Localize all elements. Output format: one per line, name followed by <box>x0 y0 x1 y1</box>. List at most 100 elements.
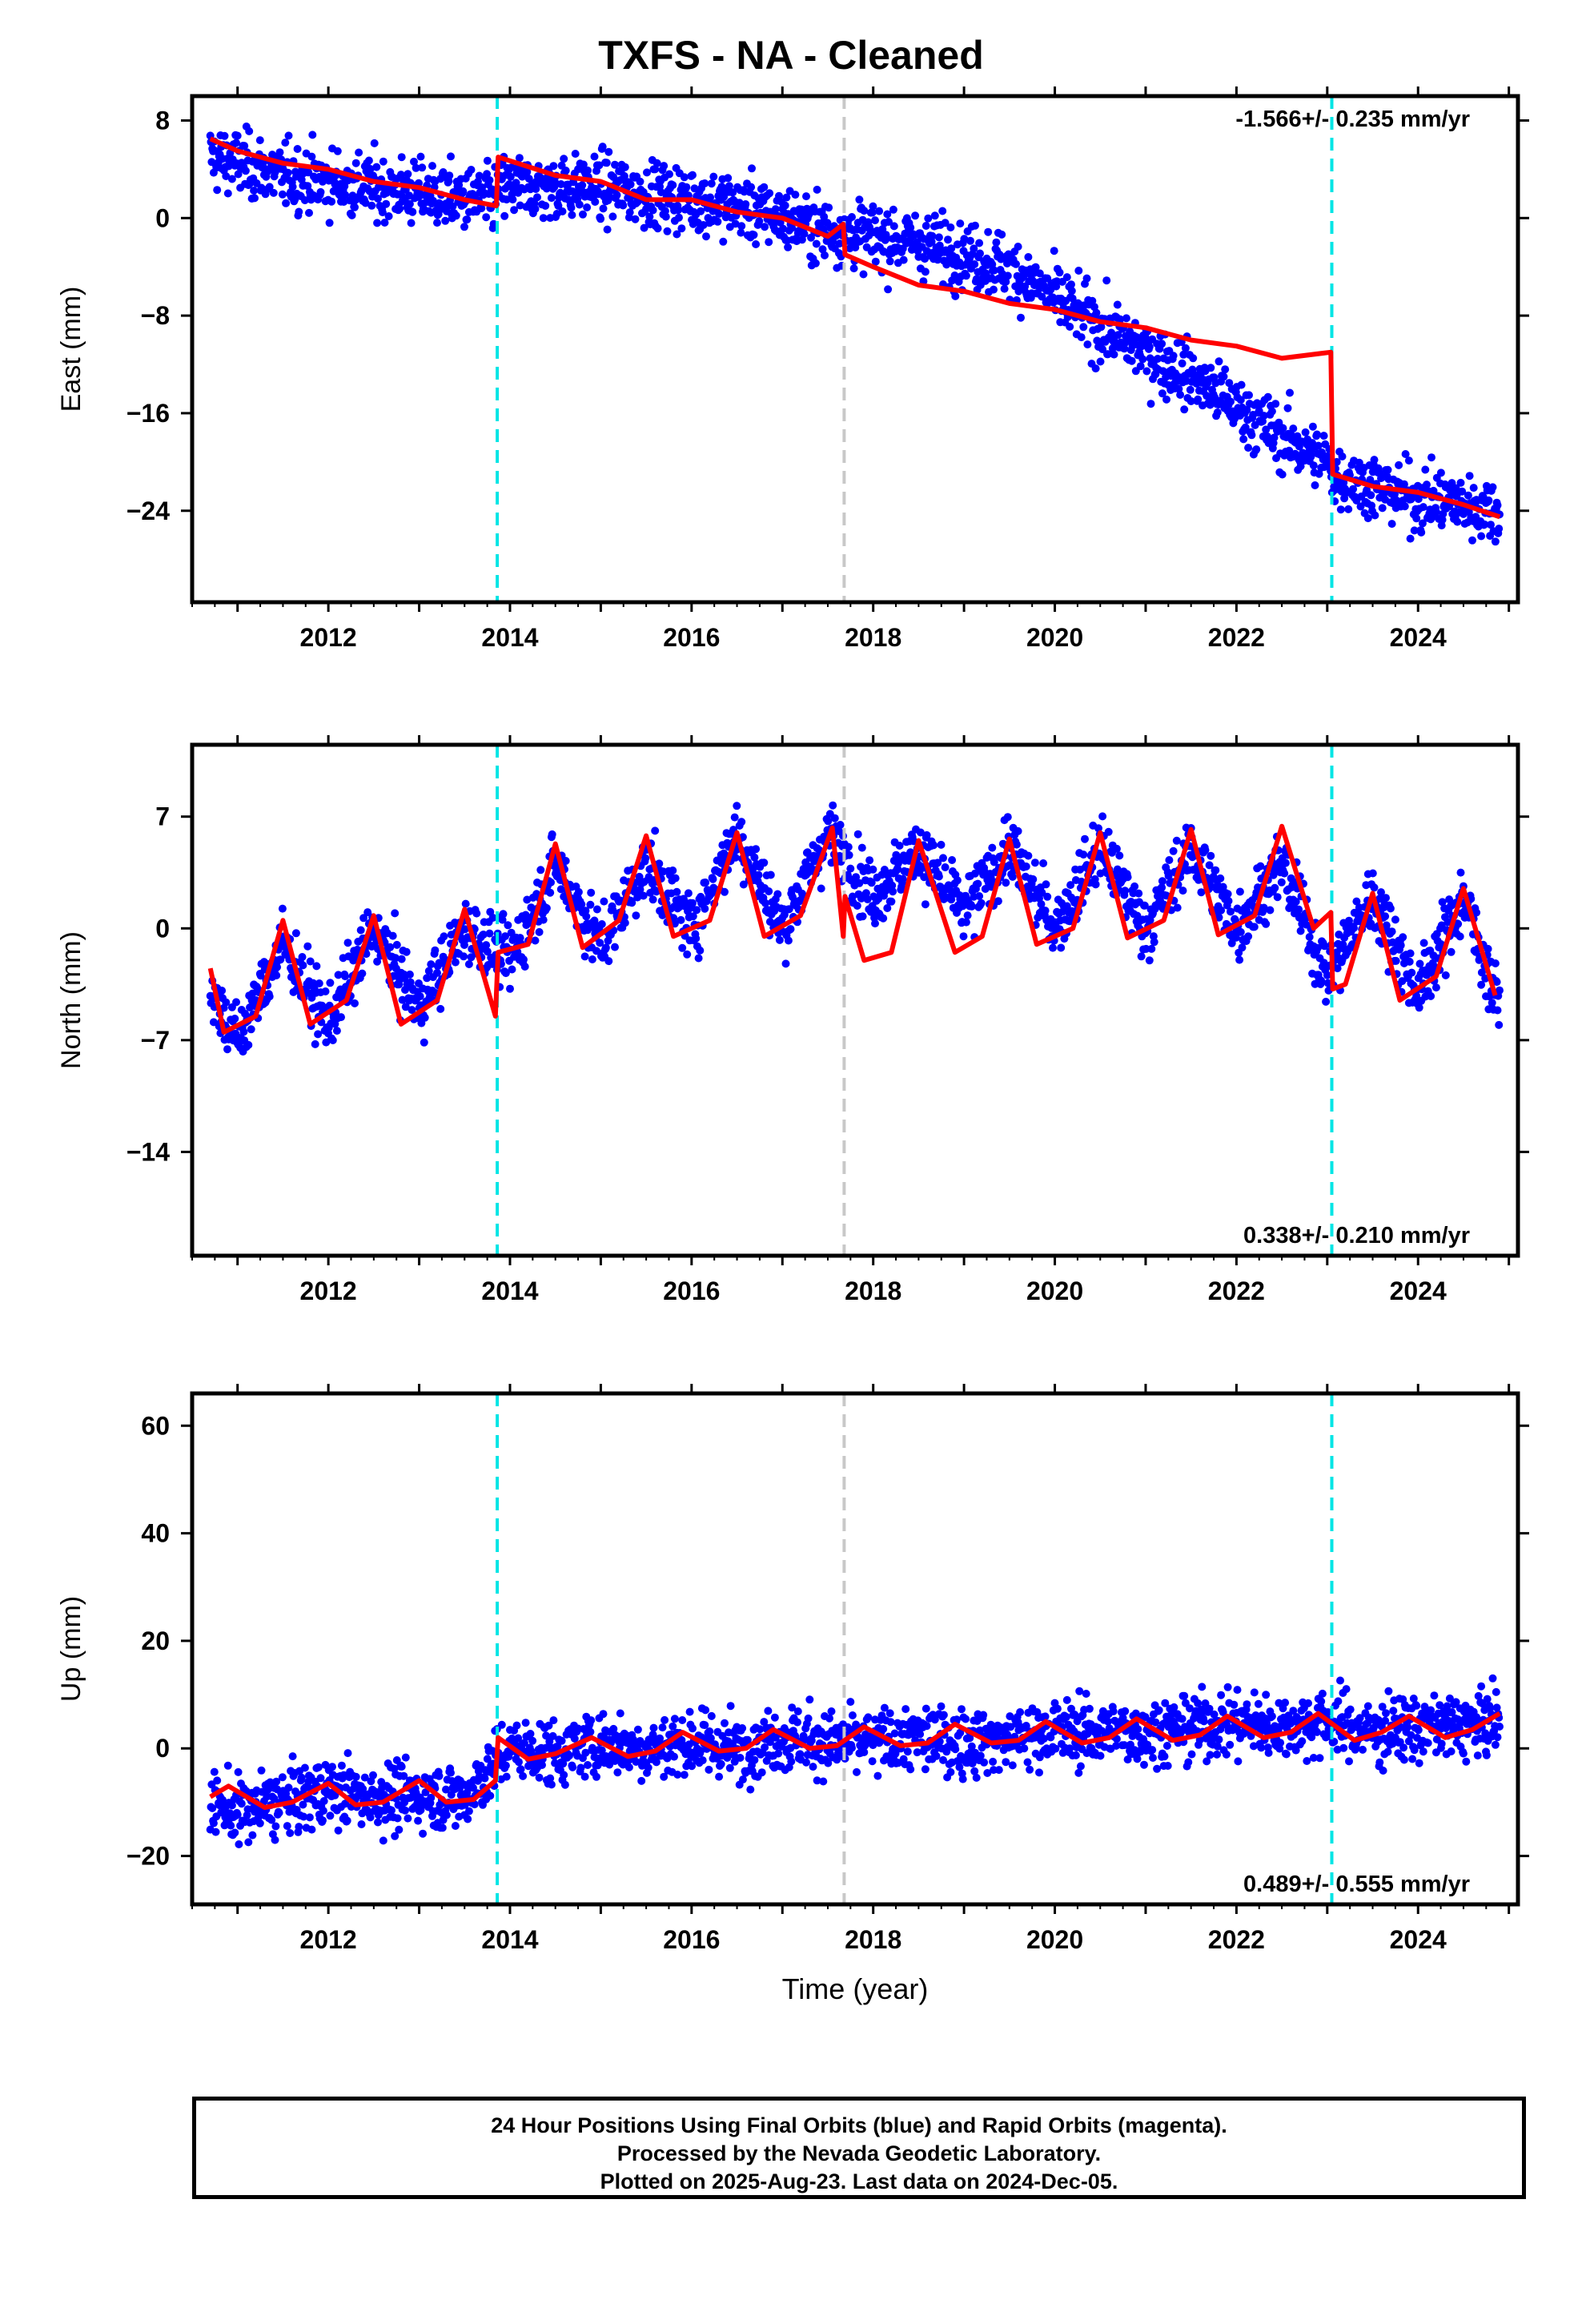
data-point <box>1003 271 1012 280</box>
data-point <box>1453 517 1462 526</box>
data-point <box>373 957 382 966</box>
data-point <box>369 1771 377 1779</box>
data-point <box>353 945 362 954</box>
data-point <box>1092 308 1101 317</box>
data-point <box>358 969 367 978</box>
data-point <box>571 150 580 158</box>
data-point <box>1116 315 1125 324</box>
data-point <box>1406 534 1415 543</box>
data-point <box>939 854 947 862</box>
data-point <box>962 918 970 927</box>
data-point <box>337 1761 346 1770</box>
data-point <box>1368 869 1377 878</box>
data-point <box>270 1795 279 1803</box>
data-point <box>1236 927 1245 936</box>
data-point <box>515 154 524 163</box>
data-point <box>981 885 990 893</box>
data-point <box>577 900 586 909</box>
data-point <box>1079 323 1088 332</box>
data-point <box>1237 380 1246 389</box>
data-point <box>883 210 892 219</box>
data-point <box>813 1776 821 1785</box>
data-point <box>848 892 857 901</box>
data-point <box>1041 907 1050 915</box>
data-point <box>247 1025 255 1034</box>
data-point <box>791 191 800 199</box>
data-point <box>895 842 904 850</box>
data-point <box>1115 851 1124 860</box>
data-point <box>920 873 929 882</box>
data-point <box>421 1788 430 1797</box>
data-point <box>1271 400 1280 408</box>
data-point <box>408 207 417 216</box>
data-point <box>800 230 809 238</box>
data-point <box>213 1776 222 1785</box>
data-point <box>554 202 563 210</box>
data-point <box>631 215 640 223</box>
data-point <box>373 219 382 227</box>
data-point <box>1142 367 1151 376</box>
data-point <box>1189 354 1198 363</box>
data-point <box>1387 520 1396 529</box>
data-point <box>673 1771 682 1779</box>
data-point <box>319 1797 328 1805</box>
data-point <box>669 1722 677 1731</box>
data-point <box>523 895 532 904</box>
data-point <box>821 251 829 259</box>
data-point <box>611 160 619 169</box>
data-point <box>414 1816 423 1825</box>
rate-label: 0.338+/- 0.210 mm/yr <box>1243 1223 1470 1248</box>
data-point <box>316 1774 325 1783</box>
data-point <box>427 1793 436 1802</box>
data-point <box>1250 923 1259 931</box>
data-point <box>729 188 737 197</box>
data-point <box>1030 858 1039 867</box>
data-point <box>975 892 984 900</box>
data-point <box>561 857 570 865</box>
data-point <box>1180 405 1189 414</box>
data-point <box>661 212 670 221</box>
data-point <box>648 895 657 904</box>
data-point <box>590 152 599 161</box>
data-point <box>1412 514 1421 523</box>
data-point <box>378 208 387 217</box>
data-point <box>402 947 411 956</box>
data-point <box>499 910 508 919</box>
data-point <box>535 1773 544 1782</box>
data-point <box>1317 976 1326 985</box>
data-point <box>347 211 356 219</box>
data-point <box>652 159 661 167</box>
data-point <box>306 957 315 966</box>
data-point <box>1165 856 1174 864</box>
data-point <box>483 170 492 179</box>
data-point <box>546 1774 555 1783</box>
data-point <box>1309 461 1318 470</box>
data-point <box>883 904 892 912</box>
data-point <box>921 267 930 276</box>
data-point <box>953 876 962 885</box>
data-point <box>586 1727 595 1736</box>
data-point <box>774 1749 783 1758</box>
data-point <box>222 998 231 1007</box>
data-point <box>678 943 687 952</box>
data-point <box>1104 827 1113 836</box>
data-point <box>649 1723 658 1732</box>
data-point <box>770 1713 779 1722</box>
data-point <box>234 1767 243 1776</box>
data-point <box>436 1004 445 1013</box>
data-point <box>1245 391 1253 400</box>
data-point <box>1395 460 1403 469</box>
data-point <box>747 183 756 191</box>
data-point <box>1066 323 1074 331</box>
data-point <box>351 159 360 167</box>
data-point <box>776 219 785 227</box>
data-point <box>1227 907 1235 916</box>
data-point <box>749 231 758 239</box>
data-point <box>304 168 313 177</box>
data-point <box>271 1835 279 1844</box>
data-point <box>508 965 516 974</box>
data-point <box>1283 404 1292 412</box>
data-point <box>328 1036 337 1044</box>
data-point <box>779 224 788 233</box>
data-point <box>291 929 300 938</box>
